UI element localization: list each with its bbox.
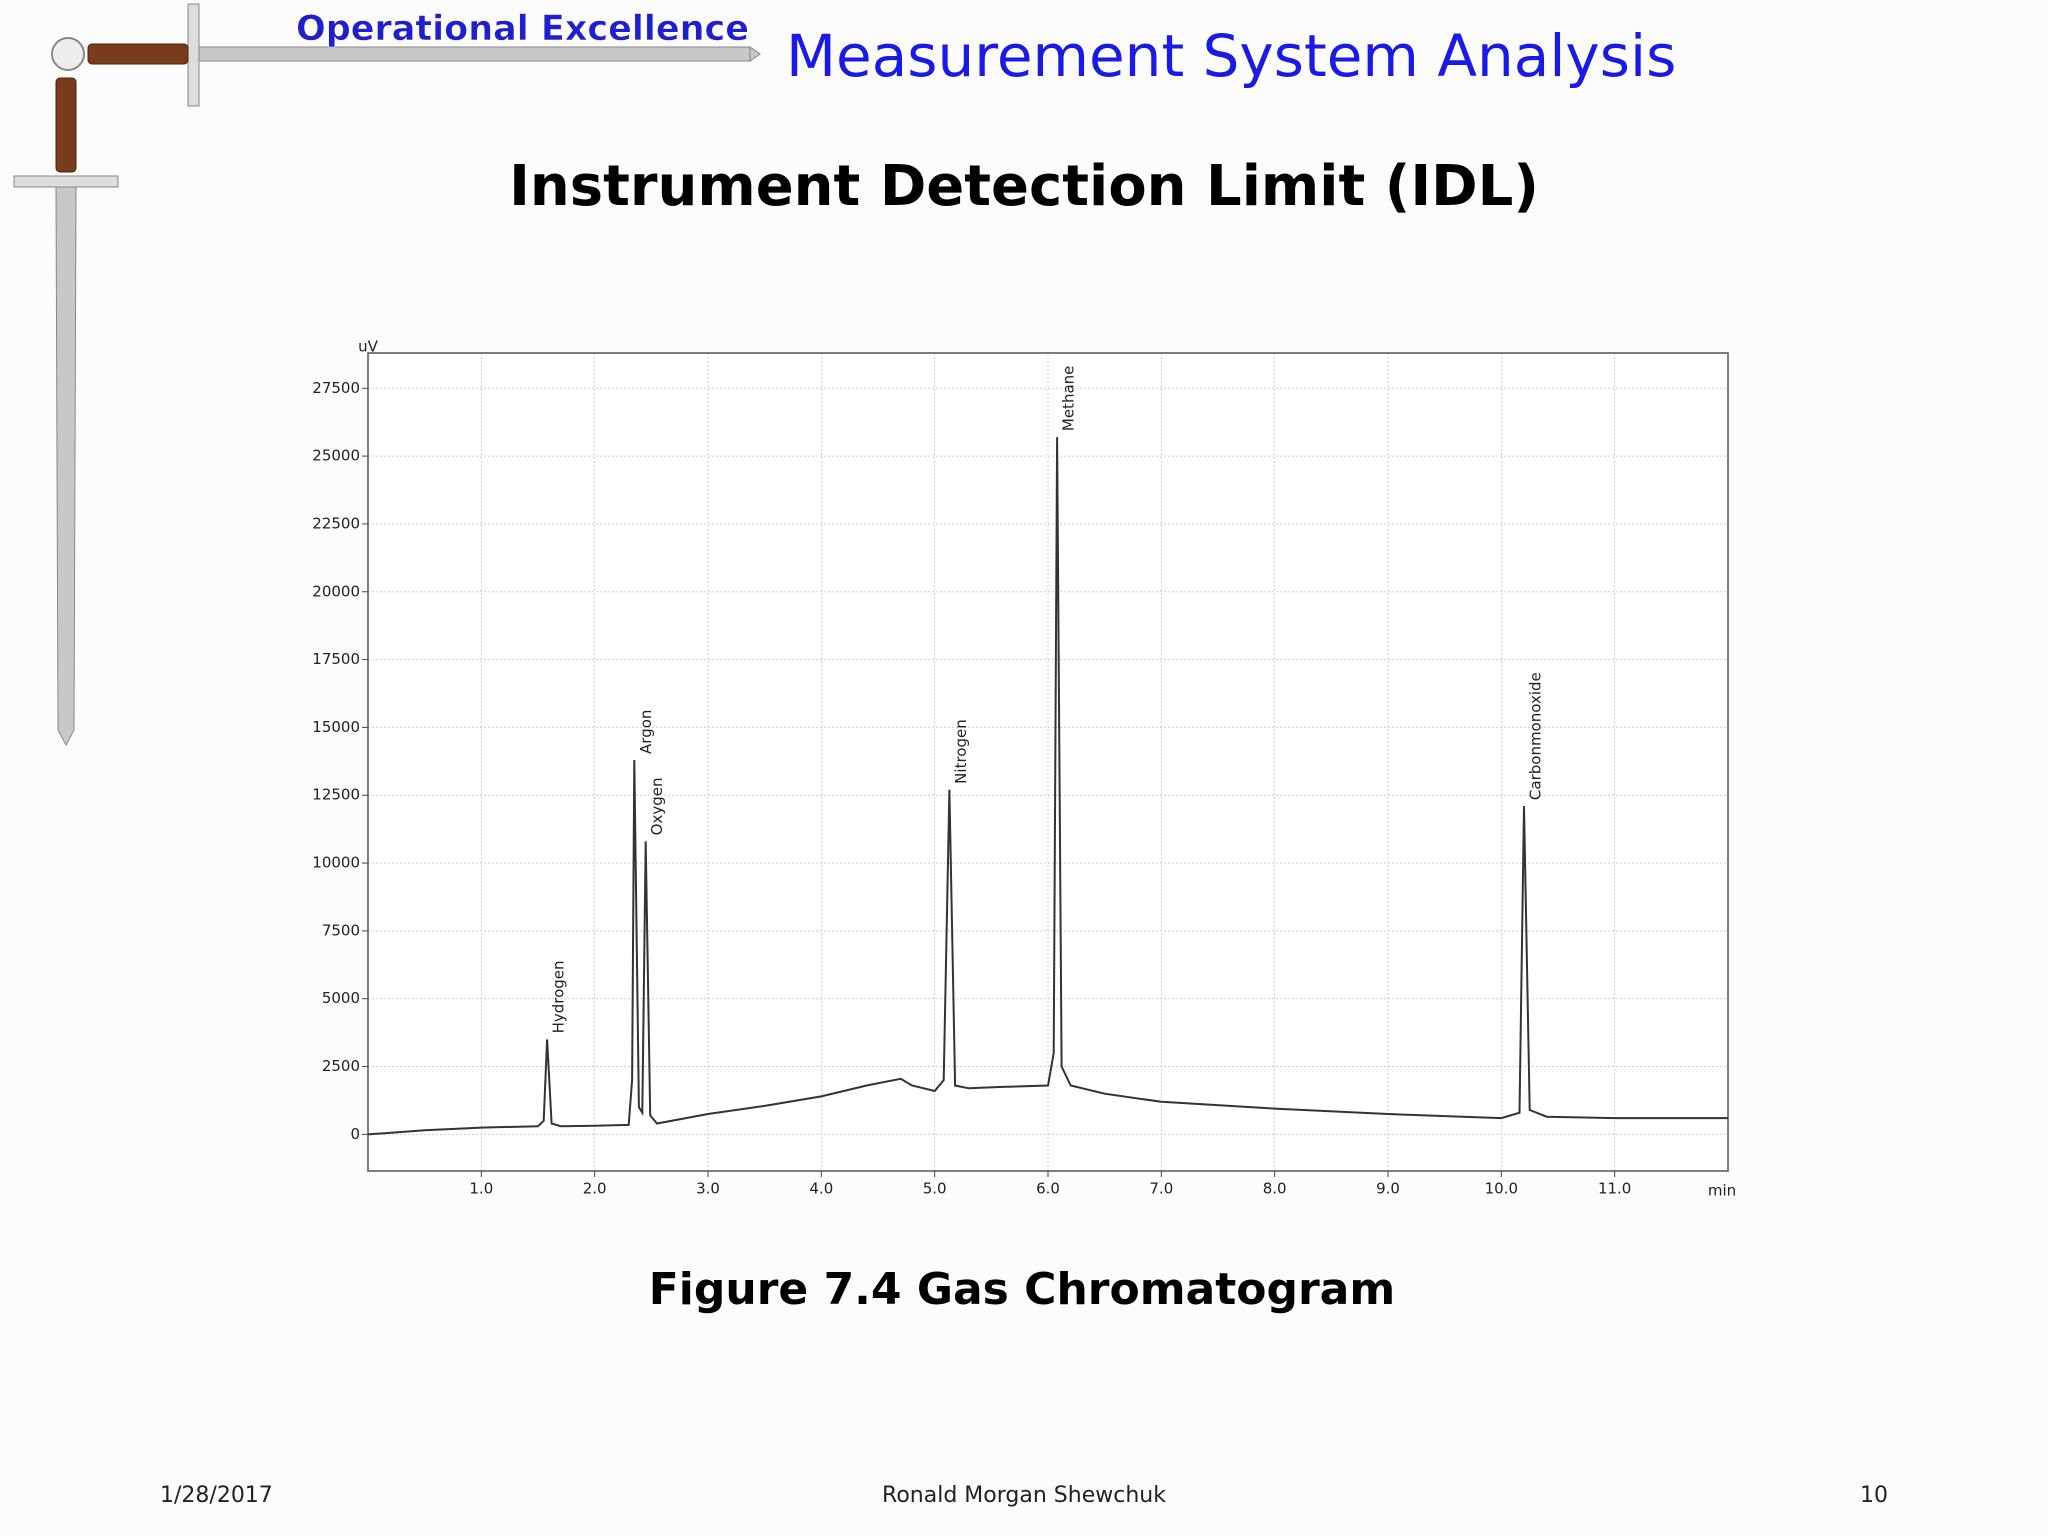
blade-vertical — [55, 186, 77, 747]
guard-vertical — [13, 175, 119, 188]
pommel — [51, 37, 85, 71]
footer-date: 1/28/2017 — [160, 1483, 273, 1508]
blade — [189, 46, 751, 62]
slide-title: Instrument Detection Limit (IDL) — [509, 154, 1539, 219]
peak-label: Hydrogen — [550, 960, 568, 1033]
y-tick-label: 17500 — [312, 650, 360, 668]
y-tick-label: 22500 — [312, 514, 360, 532]
peak-label: Oxygen — [648, 778, 666, 836]
blade-tip — [749, 46, 761, 62]
footer-author: Ronald Morgan Shewchuk — [882, 1483, 1166, 1508]
plot-frame — [367, 352, 1729, 1172]
y-axis-label: uV — [358, 338, 379, 356]
x-tick-label: 4.0 — [809, 1180, 833, 1198]
chart: 1.0 2.0 3.0 4.0 5.0 6.0 7.0 8.0 9.0 10.0 11.0 0 2500… — [312, 338, 1736, 1200]
x-tick-label: 3.0 — [696, 1180, 720, 1198]
x-tick-label: 9.0 — [1376, 1180, 1400, 1198]
x-tick-label: 11.0 — [1598, 1180, 1631, 1198]
y-tick-label: 0 — [350, 1125, 360, 1143]
x-tick-label: 10.0 — [1485, 1180, 1518, 1198]
peak-label: Nitrogen — [952, 719, 970, 784]
x-tick-label: 8.0 — [1263, 1180, 1287, 1198]
y-tick-label: 12500 — [312, 786, 360, 804]
brand: Operational Excellence — [296, 9, 749, 49]
x-axis-label: min — [1708, 1182, 1736, 1200]
chromatogram-line — [367, 437, 1728, 1136]
y-tick-label: 7500 — [322, 921, 360, 939]
x-tick-label: 6.0 — [1036, 1180, 1060, 1198]
guard — [187, 3, 200, 107]
peak-label: Methane — [1060, 366, 1078, 432]
y-tick-label: 20000 — [312, 582, 360, 600]
y-tick-label: 5000 — [322, 989, 360, 1007]
y-tick-label: 27500 — [312, 379, 360, 397]
x-tick-label: 1.0 — [469, 1180, 493, 1198]
course-title: Measurement System Analysis — [786, 22, 1676, 90]
y-tick-label: 15000 — [312, 718, 360, 736]
sword-logo — [13, 3, 761, 747]
peak-label: Argon — [637, 710, 655, 754]
y-tick-label: 2500 — [322, 1057, 360, 1075]
x-tick-label: 2.0 — [583, 1180, 607, 1198]
y-tick-label: 25000 — [312, 447, 360, 465]
grip — [87, 43, 189, 65]
peak-label: Carbonmonoxide — [1527, 672, 1545, 800]
caption: Figure 7.4 Gas Chromatogram — [649, 1264, 1395, 1315]
footer-page: 10 — [1860, 1483, 1888, 1508]
y-tick-label: 10000 — [312, 854, 360, 872]
grip-vertical — [55, 77, 77, 173]
x-tick-label: 5.0 — [923, 1180, 947, 1198]
x-tick-label: 7.0 — [1149, 1180, 1173, 1198]
